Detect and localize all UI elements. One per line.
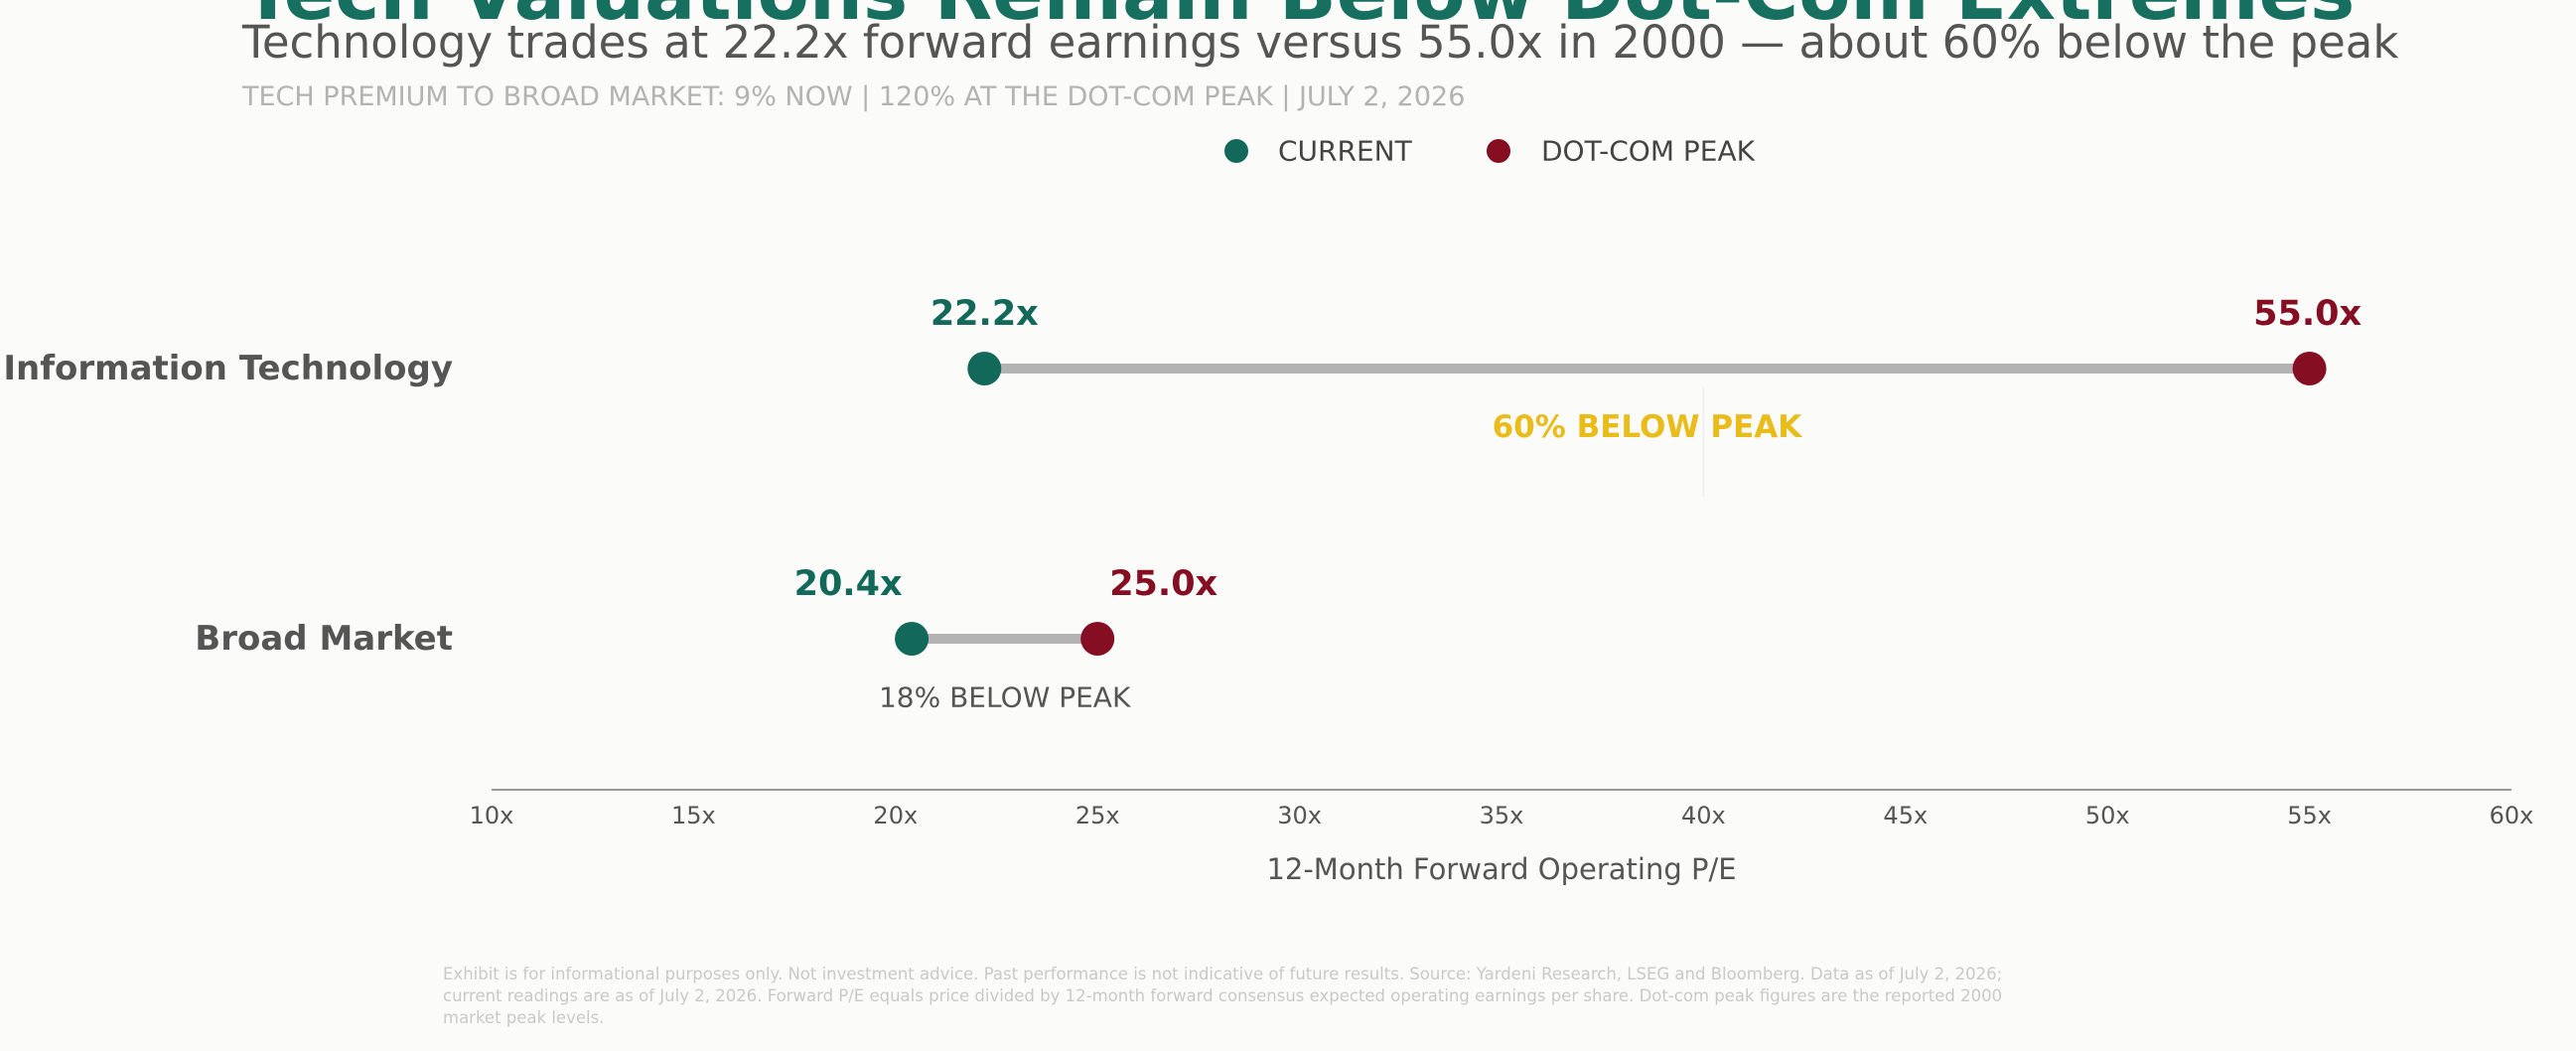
- legend-label-peak: DOT-COM PEAK: [1541, 135, 1756, 168]
- x-tick-label: 45x: [1883, 802, 1928, 829]
- x-tick-label: 30x: [1277, 802, 1322, 829]
- x-tick-label: 25x: [1075, 802, 1120, 829]
- footnote: Exhibit is for informational purposes on…: [443, 965, 2003, 1027]
- chart-kicker: TECH PREMIUM TO BROAD MARKET: 9% NOW | 1…: [242, 81, 1466, 112]
- chart-title: Tech Valuations Remain Below Dot-Com Ext…: [242, 0, 2355, 37]
- category-label: Broad Market: [195, 619, 453, 659]
- x-axis: 10x 15x 20x 25x 30x 35x 40x 45x 50x 55x 60x 12-Mont…: [470, 387, 2534, 886]
- current-value-label: 22.2x: [930, 294, 1039, 334]
- current-point: [895, 622, 930, 656]
- legend-marker-current: [1224, 139, 1248, 163]
- peak-value-label: 25.0x: [1109, 564, 1217, 604]
- dumbbell-chart: CURRENT DOT-COM PEAK 10x 15x 20x 25x 30x 35x 40…: [3, 135, 2534, 887]
- dumbbell-row: Information Technology 22.2x 55.0x 60% BELO…: [3, 294, 2361, 445]
- current-value-label: 20.4x: [794, 564, 903, 604]
- peak-point: [1080, 622, 1115, 656]
- legend: CURRENT DOT-COM PEAK: [1224, 135, 1756, 168]
- peak-value-label: 55.0x: [2253, 294, 2361, 334]
- x-tick-label: 60x: [2490, 802, 2534, 829]
- plot-area: Information Technology 22.2x 55.0x 60% BELO…: [3, 294, 2361, 714]
- x-tick-label: 50x: [2085, 802, 2130, 829]
- x-tick-label: 40x: [1681, 802, 1726, 829]
- gap-label: 60% BELOW PEAK: [1493, 409, 1803, 445]
- x-tick-label: 20x: [873, 802, 918, 829]
- gap-label: 18% BELOW PEAK: [879, 681, 1131, 714]
- chart-subtitle: Technology trades at 22.2x forward earni…: [242, 16, 2399, 69]
- x-tick-label: 10x: [470, 802, 514, 829]
- x-axis-title: 12-Month Forward Operating P/E: [1266, 852, 1736, 886]
- dumbbell-row: Broad Market 20.4x 25.0x 18% BELOW PEAK: [195, 564, 1217, 714]
- category-label: Information Technology: [3, 349, 453, 388]
- legend-marker-peak: [1487, 139, 1510, 163]
- current-point: [967, 352, 1002, 385]
- x-tick-label: 15x: [671, 802, 716, 829]
- x-tick-label: 55x: [2287, 802, 2332, 829]
- x-tick-label: 35x: [1480, 802, 1524, 829]
- legend-label-current: CURRENT: [1278, 135, 1413, 168]
- peak-point: [2292, 352, 2327, 385]
